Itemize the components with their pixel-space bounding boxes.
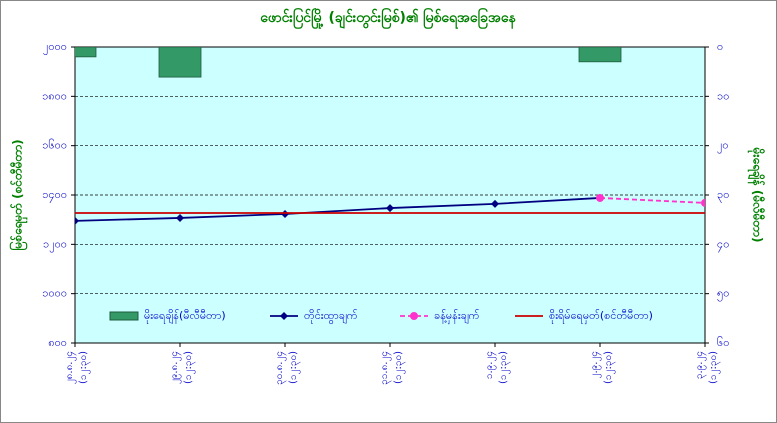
series-line bbox=[599, 197, 705, 204]
y2-tick-label: ၃၀ bbox=[717, 188, 729, 203]
y2-tick-label: ၂၀ bbox=[717, 139, 729, 154]
y-tick-label: ၈၀၀ bbox=[48, 336, 67, 349]
bar bbox=[158, 47, 202, 78]
y-tick-label: ၁၂၀၀ bbox=[43, 237, 67, 252]
x-tick-label: ၃.၉.၂၄ bbox=[694, 351, 707, 379]
x-tick-label: ၃၁.၈.၂၄ bbox=[379, 351, 392, 385]
point bbox=[491, 199, 499, 208]
plot-content bbox=[75, 47, 705, 343]
y2-tick-label: ၅၀ bbox=[717, 287, 729, 302]
x-tick-label: (၁၂:၃၀) bbox=[393, 351, 406, 384]
legend-marker bbox=[410, 312, 418, 320]
point bbox=[386, 204, 394, 213]
point bbox=[596, 193, 604, 202]
y2-axis-label: မိုးရေချိန် (မီလီမီတာ) bbox=[747, 147, 767, 243]
point bbox=[701, 198, 705, 207]
legend-label: တိုင်းထွာချက် bbox=[304, 309, 358, 324]
y2-tick-label: ၆၀ bbox=[717, 336, 729, 349]
legend-marker bbox=[280, 312, 288, 320]
point bbox=[281, 209, 289, 218]
x-tick-label: (၁၂:၃၀) bbox=[498, 351, 511, 384]
bar bbox=[75, 47, 97, 58]
y-tick-label: ၁၀၀၀ bbox=[42, 287, 67, 300]
y-tick-label: ၁၄၀၀ bbox=[42, 188, 67, 203]
x-tick-label: (၁၂:၃၀) bbox=[78, 351, 91, 384]
bar bbox=[578, 47, 622, 63]
x-tick-label: (၁၂:၃၀) bbox=[708, 351, 721, 384]
y-axis-label: မြစ်ရေမှတ် (စင်တီမီတာ) bbox=[8, 139, 29, 250]
x-tick-label: ၁.၉.၂၄ bbox=[484, 351, 497, 379]
y-tick-label: ၁၈၀၀ bbox=[42, 89, 67, 102]
legend-swatch bbox=[109, 311, 139, 321]
x-tick-label: (၁၂:၃၀) bbox=[288, 351, 301, 384]
x-tick-label: ၂၈.၈.၂၄ bbox=[64, 351, 77, 384]
y2-tick-label: ၄၀ bbox=[717, 237, 729, 252]
point bbox=[75, 216, 79, 225]
x-tick-label: (၁၂:၃၀) bbox=[183, 351, 196, 384]
legend-label: ခန့်မှန်းချက် bbox=[434, 309, 480, 324]
point bbox=[176, 213, 184, 222]
y-tick-label: ၂၀၀၀ bbox=[43, 40, 67, 55]
y-tick-label: ၁၆၀၀ bbox=[42, 139, 67, 152]
series-line bbox=[75, 197, 601, 222]
legend-label: စိုးရိမ်ရေမှတ်(စင်တီမီတာ) bbox=[549, 309, 653, 324]
x-tick-label: ၂၉.၈.၂၄ bbox=[169, 351, 182, 384]
y2-tick-label: ၀ bbox=[717, 40, 723, 53]
y2-tick-label: ၁၀ bbox=[717, 89, 729, 102]
legend-label: မိုးရေချိန်(မီလီမီတာ) bbox=[144, 309, 226, 324]
x-tick-label: ၃၀.၈.၂၄ bbox=[274, 351, 287, 385]
chart-title: ဖောင်းပြင်မြို့ (ချင်းတွင်းမြစ်)၏ မြစ်ရေ… bbox=[260, 8, 516, 29]
x-tick-label: ၂.၉.၂၄ bbox=[589, 351, 602, 378]
x-tick-label: (၁၂:၃၀) bbox=[603, 351, 616, 384]
